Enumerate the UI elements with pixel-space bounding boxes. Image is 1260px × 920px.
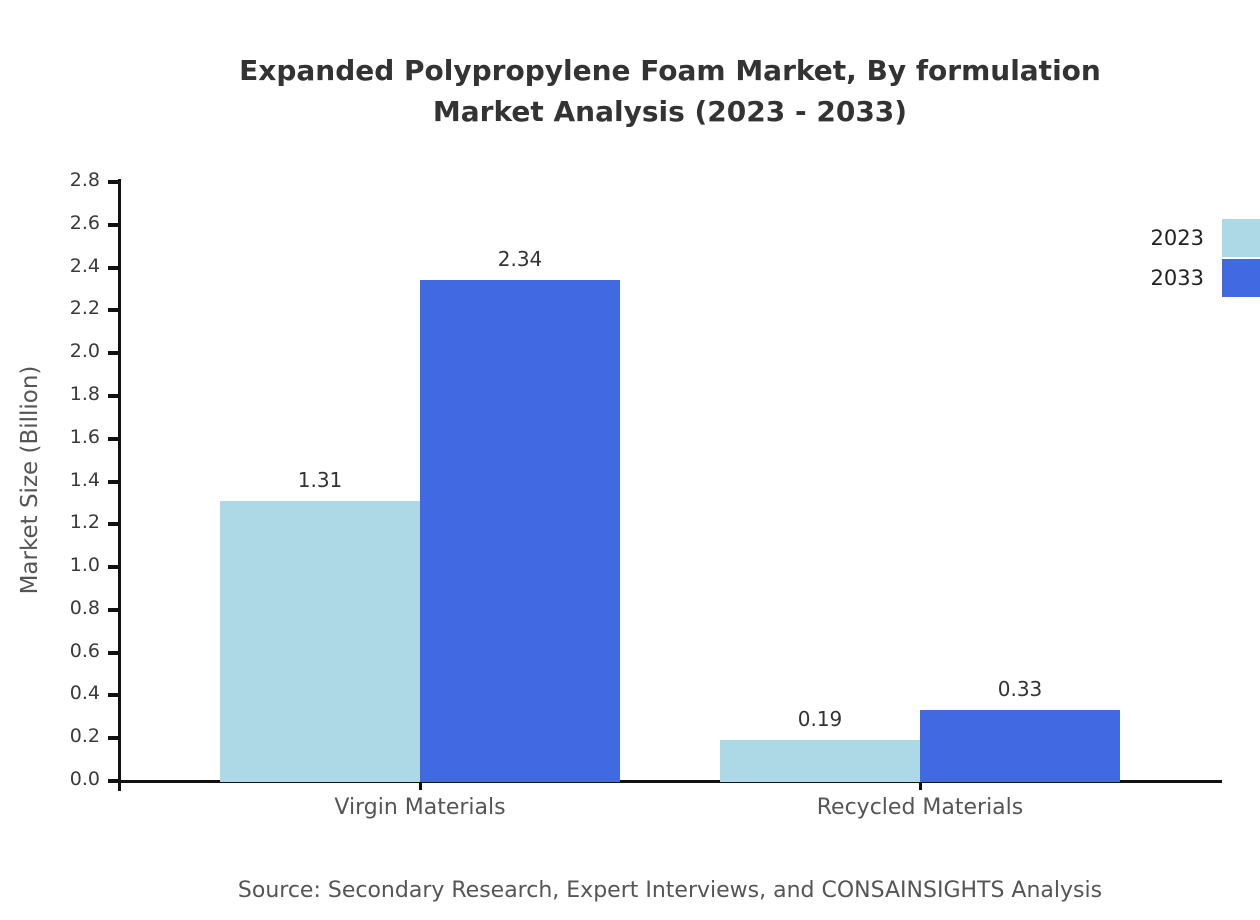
y-axis-tick [108, 180, 120, 184]
y-tick-label: 1.4 [69, 468, 100, 491]
y-tick-label: 1.2 [69, 511, 100, 534]
bar-value-label: 0.33 [997, 677, 1043, 702]
y-axis-tick [108, 265, 120, 270]
x-axis-tick [919, 782, 922, 790]
y-axis-tick [108, 222, 120, 227]
x-category-label: Recycled Materials [816, 795, 1024, 820]
y-tick-label: 2.8 [69, 169, 100, 191]
x-category-label: Virgin Materials [334, 795, 506, 820]
bar-value-label: 2.34 [497, 247, 543, 272]
y-axis-tick [108, 607, 120, 612]
y-tick-label: 2.2 [69, 297, 100, 320]
bar-value-label: 1.31 [297, 467, 343, 492]
y-tick-label: 0.0 [69, 768, 100, 790]
y-tick-label: 2.0 [69, 340, 100, 363]
y-tick-label: 2.6 [69, 211, 100, 234]
y-axis-tick [108, 393, 120, 398]
y-tick-label: 0.4 [69, 682, 100, 705]
legend-label: 2023 [1150, 226, 1204, 250]
y-tick-label: 1.6 [69, 425, 100, 448]
bar-value-label: 0.19 [797, 707, 843, 732]
y-axis-tick [108, 736, 120, 741]
y-axis-tick [108, 351, 120, 356]
x-axis-line [118, 780, 1222, 783]
y-axis-tick [108, 650, 120, 655]
y-tick-label: 1.0 [69, 554, 100, 577]
y-tick-label: 0.6 [69, 639, 100, 662]
chart-title-line1: Expanded Polypropylene Foam Market, By f… [239, 54, 1101, 87]
x-axis-tick [419, 782, 422, 790]
y-tick-label: 1.8 [69, 382, 100, 405]
y-axis-tick [108, 436, 120, 441]
y-axis-line [118, 179, 121, 791]
bar-2033-1 [920, 710, 1120, 782]
y-tick-label: 0.2 [69, 725, 100, 748]
legend-label: 2033 [1150, 266, 1204, 290]
chart-title: Expanded Polypropylene Foam Market, By f… [120, 50, 1220, 132]
bar-2033-0 [420, 280, 620, 782]
y-axis-tick [108, 779, 120, 783]
legend: 2023 2033 [1151, 218, 1260, 298]
y-axis-tick [108, 693, 120, 698]
y-tick-label: 0.8 [69, 596, 100, 619]
legend-swatch [1222, 219, 1260, 257]
legend-row: 2023 [1151, 218, 1260, 258]
legend-swatch [1222, 259, 1260, 297]
bar-2023-1 [720, 740, 920, 782]
y-axis-tick [108, 308, 120, 313]
chart-title-line2: Market Analysis (2023 - 2033) [432, 95, 908, 128]
y-axis-tick [108, 522, 120, 527]
legend-row: 2033 [1151, 258, 1260, 298]
bar-2023-0 [220, 500, 420, 782]
source-note: Source: Secondary Research, Expert Inter… [237, 878, 1103, 903]
y-axis-tick [108, 565, 120, 570]
y-axis-tick [108, 479, 120, 484]
y-tick-label: 2.4 [69, 254, 100, 277]
